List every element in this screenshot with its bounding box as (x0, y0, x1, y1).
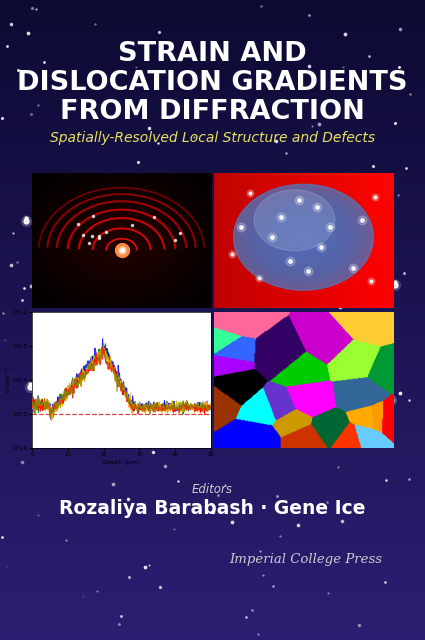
Circle shape (233, 184, 374, 290)
Circle shape (246, 194, 360, 280)
Circle shape (281, 220, 326, 254)
Circle shape (276, 216, 331, 258)
Circle shape (254, 200, 353, 275)
Text: STRAIN AND: STRAIN AND (118, 42, 307, 67)
Text: Editors: Editors (192, 483, 233, 496)
Circle shape (283, 222, 323, 253)
Circle shape (292, 228, 315, 246)
Circle shape (290, 227, 317, 247)
Circle shape (249, 196, 358, 278)
Circle shape (299, 234, 308, 241)
Circle shape (255, 200, 352, 274)
Circle shape (237, 187, 370, 287)
Text: FROM DIFFRACTION: FROM DIFFRACTION (60, 99, 365, 125)
Text: Spatially-Resolved Local Structure and Defects: Spatially-Resolved Local Structure and D… (50, 131, 375, 145)
Circle shape (274, 215, 333, 260)
Circle shape (275, 216, 332, 259)
Circle shape (238, 188, 368, 287)
Circle shape (268, 211, 339, 264)
Circle shape (261, 205, 346, 269)
Circle shape (250, 197, 357, 278)
Text: Imperial College Press: Imperial College Press (230, 554, 382, 566)
Circle shape (278, 218, 329, 257)
Circle shape (235, 185, 372, 289)
Circle shape (295, 231, 312, 244)
Circle shape (239, 189, 368, 285)
Circle shape (243, 191, 364, 283)
Text: DISLOCATION GRADIENTS: DISLOCATION GRADIENTS (17, 70, 408, 96)
Circle shape (272, 214, 334, 260)
Circle shape (260, 204, 347, 271)
Circle shape (262, 206, 345, 269)
Circle shape (296, 232, 311, 243)
Circle shape (241, 189, 366, 285)
Circle shape (300, 234, 307, 240)
Circle shape (287, 225, 320, 250)
Circle shape (244, 193, 363, 282)
Circle shape (233, 184, 374, 290)
Circle shape (269, 211, 338, 263)
Circle shape (266, 209, 341, 266)
Circle shape (264, 207, 343, 267)
Circle shape (254, 189, 335, 251)
Circle shape (263, 207, 344, 268)
Circle shape (256, 202, 351, 273)
Circle shape (270, 212, 337, 262)
Circle shape (267, 209, 340, 265)
X-axis label: Depth (μm): Depth (μm) (104, 460, 139, 465)
Circle shape (248, 195, 359, 280)
Circle shape (288, 225, 319, 249)
Circle shape (301, 236, 306, 239)
Circle shape (286, 224, 321, 251)
Circle shape (298, 233, 309, 242)
Circle shape (289, 227, 317, 248)
Circle shape (245, 193, 362, 281)
Circle shape (258, 203, 348, 271)
Circle shape (236, 186, 371, 289)
Circle shape (294, 230, 313, 244)
Circle shape (257, 202, 350, 272)
Y-axis label: Q (nm⁻¹): Q (nm⁻¹) (5, 368, 11, 392)
Circle shape (282, 221, 325, 253)
Text: Rozaliya Barabash · Gene Ice: Rozaliya Barabash · Gene Ice (59, 499, 366, 518)
Circle shape (251, 198, 356, 276)
Circle shape (284, 223, 323, 252)
Circle shape (242, 191, 365, 284)
Circle shape (302, 236, 305, 238)
Circle shape (272, 213, 335, 262)
Circle shape (278, 218, 329, 256)
Circle shape (293, 229, 314, 245)
Circle shape (280, 220, 327, 255)
Circle shape (252, 198, 354, 276)
